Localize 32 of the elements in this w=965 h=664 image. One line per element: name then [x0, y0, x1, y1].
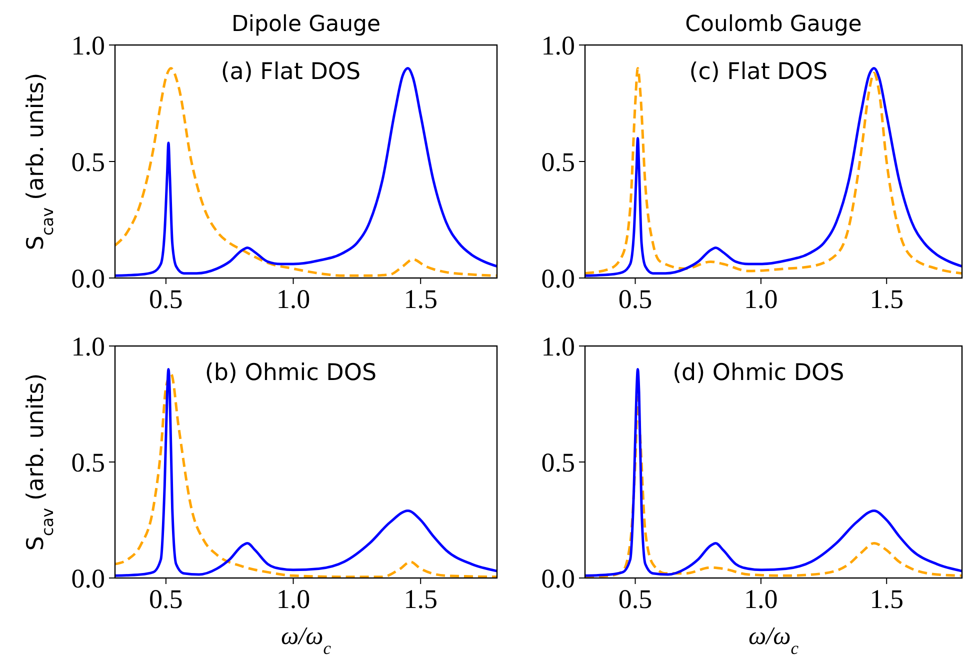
y-tick-label: 0.0 — [541, 263, 575, 294]
x-tick-label: 1.0 — [744, 284, 778, 314]
y-tick-label: 1.0 — [541, 331, 575, 362]
y-tick-label: 0.5 — [71, 146, 105, 177]
y-tick-label: 1.0 — [71, 30, 105, 60]
x-axis-title: ω/ω$_{c}$ — [748, 623, 799, 658]
annotation: (a) Flat DOS — [220, 59, 361, 85]
y-tick-label: 1.0 — [71, 331, 105, 362]
y-tick-label: 0.0 — [71, 563, 105, 594]
x-tick-label: 1.5 — [404, 584, 438, 614]
x-tick-label: 1.5 — [870, 584, 904, 614]
x-tick-label: 1.5 — [404, 284, 438, 314]
y-tick-label: 0.0 — [541, 563, 575, 594]
annotation: (c) Flat DOS — [689, 59, 828, 85]
x-axis-title: ω/ω$_{c}$ — [280, 623, 332, 658]
x-tick-label: 0.5 — [149, 284, 183, 314]
annotation: (b) Ohmic DOS — [204, 360, 377, 386]
chart-title: Dipole Gauge — [231, 12, 381, 37]
x-tick-label: 1.0 — [744, 584, 778, 614]
x-tick-label: 0.5 — [618, 584, 652, 614]
x-tick-label: 0.5 — [618, 284, 652, 314]
x-tick-label: 0.5 — [149, 584, 183, 614]
annotation: (d) Ohmic DOS — [672, 360, 844, 386]
x-tick-label: 1.5 — [870, 284, 904, 314]
chart-title: Coulomb Gauge — [685, 12, 862, 37]
x-tick-label: 1.0 — [276, 584, 310, 614]
y-tick-label: 0.5 — [541, 146, 575, 177]
y-tick-label: 0.0 — [71, 263, 105, 294]
y-tick-label: 0.5 — [541, 447, 575, 478]
y-tick-label: 0.5 — [71, 447, 105, 478]
x-tick-label: 1.0 — [276, 284, 310, 314]
y-tick-label: 1.0 — [541, 30, 575, 60]
